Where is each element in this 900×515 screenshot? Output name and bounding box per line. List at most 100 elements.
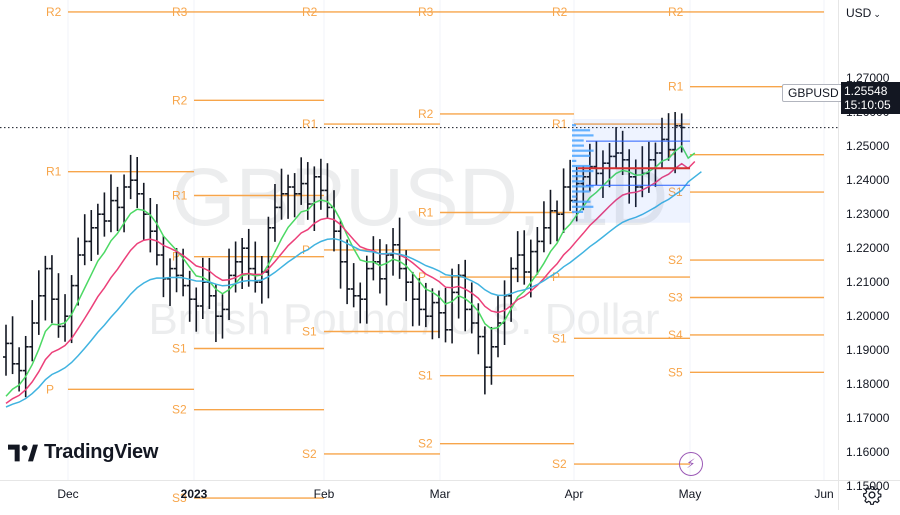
ohlc-bar xyxy=(173,248,180,293)
volume-profile-row xyxy=(572,200,591,203)
pivot-label-s3: S3 xyxy=(668,291,683,305)
ohlc-bar xyxy=(337,220,344,289)
price-tick-label: 1.22000 xyxy=(846,241,890,255)
ohlc-bar xyxy=(396,217,403,279)
price-tick-label: 1.21000 xyxy=(846,275,890,289)
ohlc-bar xyxy=(22,335,29,398)
pivot-label-r1: R1 xyxy=(302,117,318,131)
pivot-label-r2: R2 xyxy=(172,93,188,107)
ohlc-bar xyxy=(317,158,324,210)
pivot-label-r2: R2 xyxy=(418,107,434,121)
ohlc-bar xyxy=(48,255,55,324)
bolt-icon[interactable]: ⚡ xyxy=(679,452,703,476)
ohlc-bar xyxy=(613,127,620,168)
volume-profile-row xyxy=(572,154,590,157)
ohlc-bar xyxy=(435,290,442,339)
price-tick-label: 1.24000 xyxy=(846,173,890,187)
ohlc-bar xyxy=(9,316,16,375)
ohlc-bar xyxy=(652,142,659,187)
ohlc-bar xyxy=(107,174,114,233)
price-tick-label: 1.25000 xyxy=(846,139,890,153)
volume-profile-row xyxy=(572,149,594,152)
volume-profile-row xyxy=(572,134,594,137)
ohlc-bar xyxy=(626,149,633,204)
pivot-label-r1: R1 xyxy=(552,117,568,131)
price-axis: 1.270001.260001.250001.240001.230001.220… xyxy=(846,71,890,493)
ohlc-bars xyxy=(3,111,685,398)
ohlc-bar xyxy=(665,113,672,161)
volume-profile-row xyxy=(572,205,594,208)
volume-profile-row xyxy=(572,159,577,162)
ohlc-bar xyxy=(350,263,357,308)
pivot-label-p: P xyxy=(46,382,54,396)
ohlc-bar xyxy=(35,270,42,335)
ohlc-bar xyxy=(580,166,587,211)
ohlc-bar xyxy=(298,157,305,205)
pivot-label-r3: R3 xyxy=(418,5,434,19)
ohlc-bar xyxy=(547,189,554,245)
time-tick-label: Jun xyxy=(814,487,833,501)
ohlc-bar xyxy=(62,294,69,342)
volume-profile-row xyxy=(572,195,577,198)
volume-profile-row xyxy=(572,129,591,132)
time-tick-label: May xyxy=(679,487,702,501)
ohlc-bar xyxy=(599,150,606,198)
ohlc-bar xyxy=(593,141,600,186)
ohlc-bar xyxy=(140,182,147,241)
ohlc-bar xyxy=(449,268,456,344)
volume-profile-row xyxy=(572,175,584,178)
price-tick-label: 1.19000 xyxy=(846,343,890,357)
last-price-tag: 1.25548 15:10:05 xyxy=(841,82,900,114)
pivot-label-r2: R2 xyxy=(46,5,62,19)
pivot-label-s2: S2 xyxy=(552,457,567,471)
time-tick-label: Dec xyxy=(57,487,78,501)
last-price-value: 1.25548 xyxy=(844,84,888,98)
price-tick-label: 1.18000 xyxy=(846,377,890,391)
ohlc-bar xyxy=(540,201,547,253)
ohlc-bar xyxy=(252,241,259,293)
ohlc-bar xyxy=(147,198,154,253)
gear-icon[interactable] xyxy=(862,485,882,505)
ohlc-bar xyxy=(193,287,200,332)
ohlc-bar xyxy=(75,237,82,306)
bar-countdown: 15:10:05 xyxy=(844,98,891,112)
pivot-label-s4: S4 xyxy=(668,328,683,342)
ohlc-bar xyxy=(429,288,436,340)
ohlc-bar xyxy=(672,111,679,174)
tradingview-logo[interactable]: TradingView xyxy=(8,441,158,464)
price-tick-label: 1.23000 xyxy=(846,207,890,221)
pivot-label-r2: R2 xyxy=(552,5,568,19)
volume-profile-row xyxy=(572,164,591,168)
time-axis-divider xyxy=(0,480,900,481)
ohlc-bar xyxy=(324,163,331,218)
pivot-label-r2: R2 xyxy=(302,5,318,19)
ohlc-bar xyxy=(88,210,95,262)
ohlc-bar xyxy=(101,192,108,237)
ohlc-bar xyxy=(291,173,298,218)
chevron-down-icon: ⌄ xyxy=(873,9,881,19)
pivot-label-r2: R2 xyxy=(668,5,684,19)
pivot-label-s5: S5 xyxy=(668,365,683,379)
ohlc-bar xyxy=(514,231,521,283)
pivot-label-r3: R3 xyxy=(172,5,188,19)
pivot-label-r1: R1 xyxy=(668,80,684,94)
ma-mid-line xyxy=(5,160,696,405)
ohlc-bar xyxy=(271,184,278,242)
pivot-label-s1: S1 xyxy=(302,325,317,339)
ohlc-bar xyxy=(265,216,272,299)
ohlc-bar xyxy=(134,157,141,209)
ohlc-bar xyxy=(212,284,219,343)
ohlc-bar xyxy=(357,282,364,324)
pivot-label-s1: S1 xyxy=(172,342,187,356)
ohlc-bar xyxy=(180,248,187,297)
ohlc-bar xyxy=(560,168,567,234)
pivot-label-s1: S1 xyxy=(552,331,567,345)
ohlc-bar xyxy=(245,228,252,287)
ohlc-bar xyxy=(153,204,160,266)
ohlc-bar xyxy=(442,287,449,343)
time-tick-label: Apr xyxy=(565,487,584,501)
currency-selector[interactable]: USD ⌄ xyxy=(846,6,881,20)
pivot-label-s2: S2 xyxy=(302,447,317,461)
